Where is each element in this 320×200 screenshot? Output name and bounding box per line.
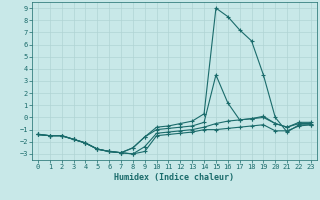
X-axis label: Humidex (Indice chaleur): Humidex (Indice chaleur) (115, 173, 234, 182)
